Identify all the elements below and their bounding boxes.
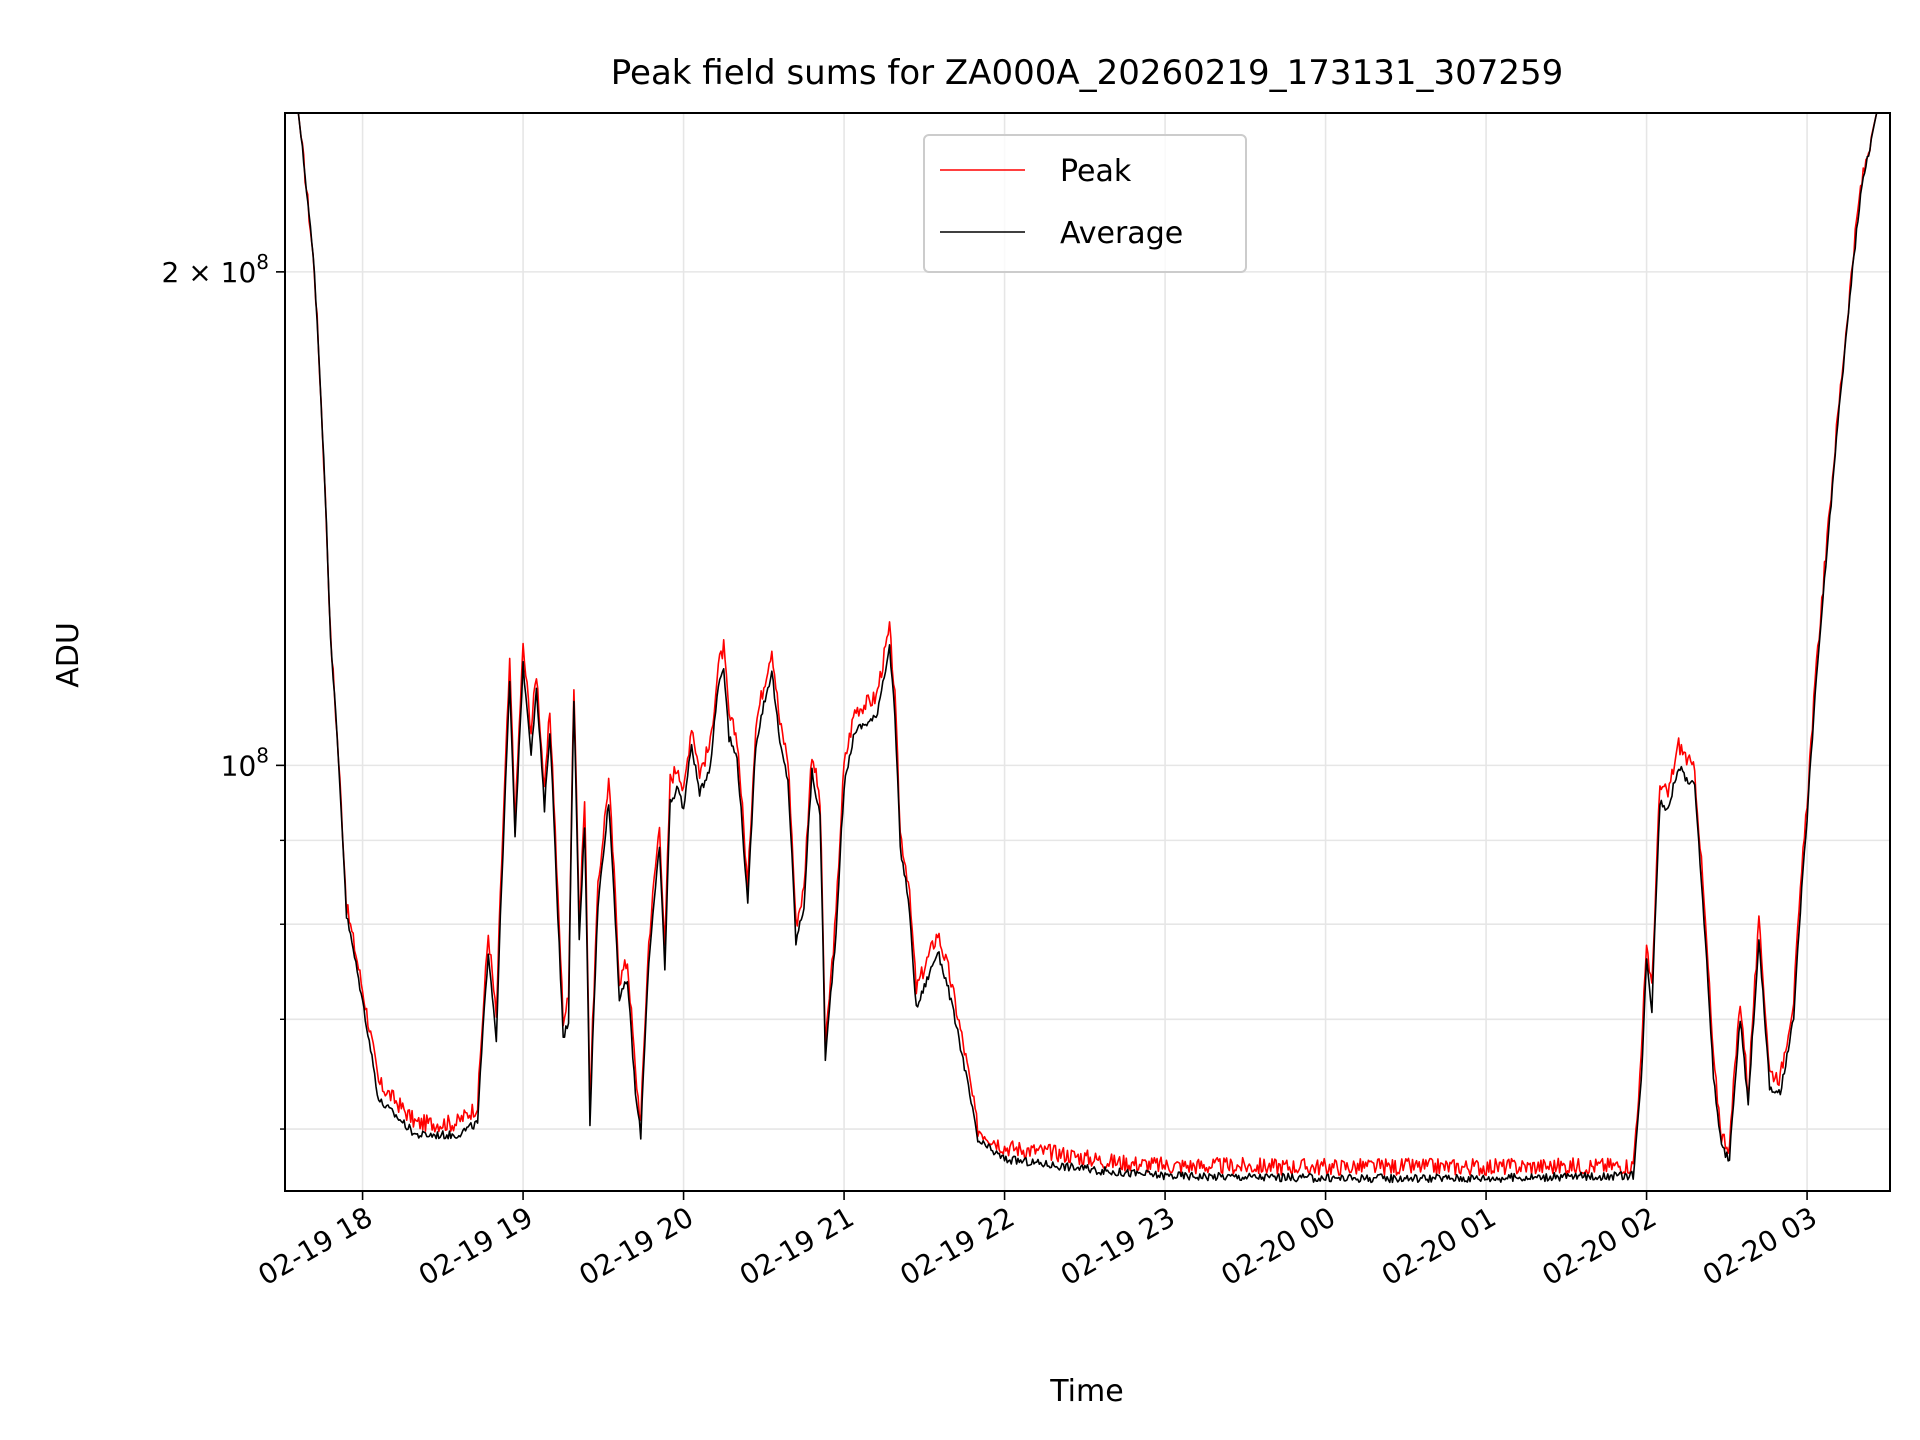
legend-label-peak: Peak [1060, 154, 1132, 189]
series-lines [285, 113, 1890, 1184]
series-line-peak [285, 113, 1890, 1176]
legend-label-average: Average [1060, 216, 1183, 251]
x-axis-label: Time [1049, 1374, 1123, 1409]
plot-area-frame [284, 112, 1891, 1192]
chart-title: Peak field sums for ZA000A_20260219_1731… [611, 53, 1564, 93]
legend: Peak Average [923, 134, 1247, 273]
y-axis: 2 × 108 108 [162, 250, 285, 1130]
y-tick-label: 2 × 108 [162, 250, 269, 289]
y-axis-label: ADU [51, 622, 86, 688]
y-tick-label: 108 [221, 743, 269, 782]
series-line-average [285, 113, 1890, 1184]
